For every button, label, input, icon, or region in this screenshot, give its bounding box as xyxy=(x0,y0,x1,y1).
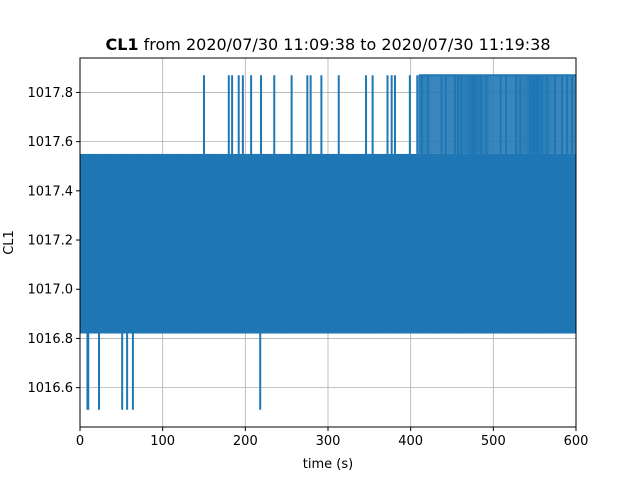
x-axis: 0 100 200 300 400 500 600 xyxy=(76,427,589,449)
y-tick-label: 1016.8 xyxy=(28,332,74,347)
x-tick-label: 200 xyxy=(233,434,258,449)
chart-title: CL1 from 2020/07/30 11:09:38 to 2020/07/… xyxy=(105,35,550,54)
y-tick-label: 1016.6 xyxy=(28,381,74,396)
x-tick-label: 600 xyxy=(564,434,589,449)
x-axis-label: time (s) xyxy=(303,457,353,472)
x-tick-label: 300 xyxy=(316,434,341,449)
y-axis-label: CL1 xyxy=(2,230,17,255)
title-rest: from 2020/07/30 11:09:38 to 2020/07/30 1… xyxy=(139,35,551,54)
x-tick-label: 500 xyxy=(481,434,506,449)
y-tick-label: 1017.6 xyxy=(28,135,74,150)
y-tick-label: 1017.0 xyxy=(28,283,74,298)
y-axis: 1016.6 1016.8 1017.0 1017.2 1017.4 1017.6 1017… xyxy=(28,86,80,396)
y-tick-label: 1017.2 xyxy=(28,234,74,249)
x-tick-label: 400 xyxy=(398,434,423,449)
title-bold: CL1 xyxy=(105,35,138,54)
series-area xyxy=(80,74,576,410)
x-tick-label: 100 xyxy=(150,434,175,449)
y-tick-label: 1017.4 xyxy=(28,184,74,199)
x-tick-label: 0 xyxy=(76,434,84,449)
y-tick-label: 1017.8 xyxy=(28,86,74,101)
